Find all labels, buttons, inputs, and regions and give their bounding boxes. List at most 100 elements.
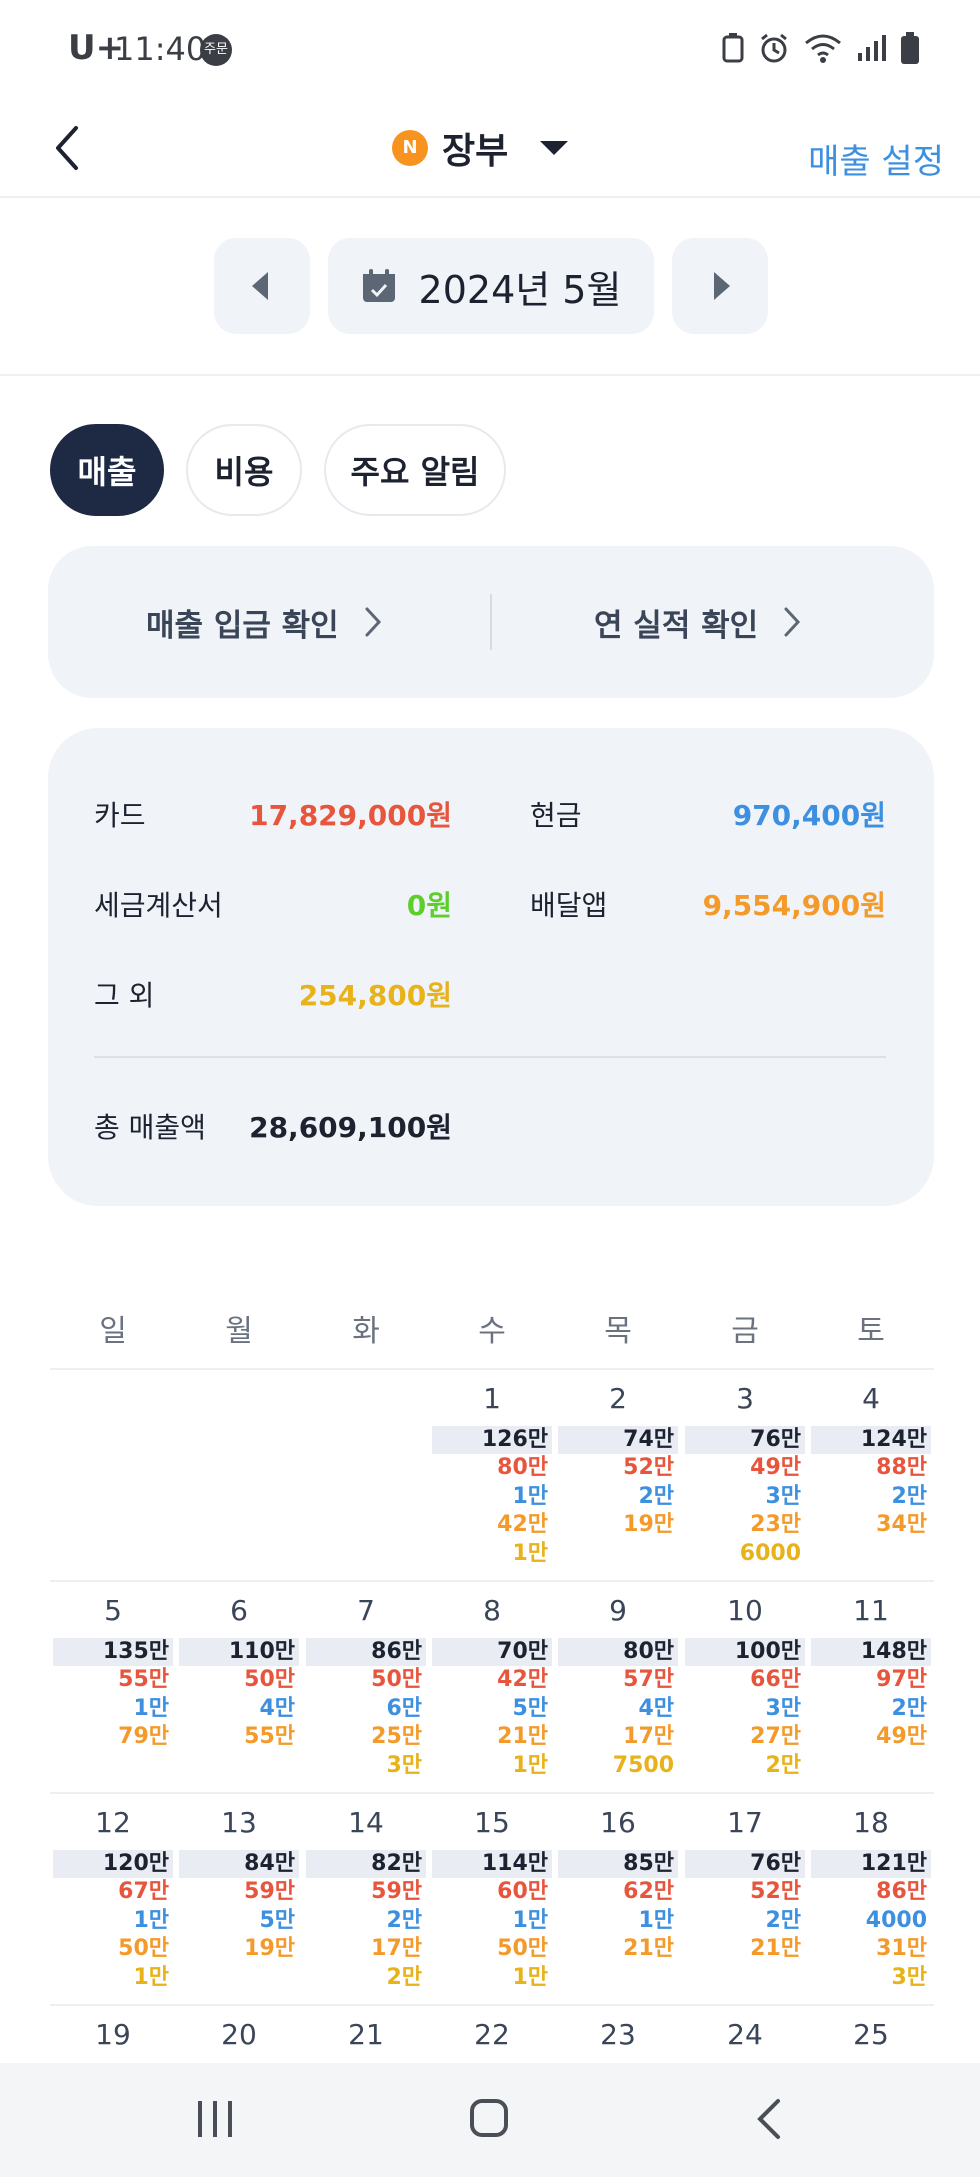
weekday-label: 토	[857, 1314, 885, 1349]
day-cell-6[interactable]: 6	[230, 1594, 248, 1627]
day-breakdown-value: 6000	[739, 1540, 801, 1566]
divider	[490, 594, 492, 650]
week-divider	[50, 1368, 934, 1370]
day-total: 110만	[179, 1638, 299, 1666]
ledger-selector[interactable]: N 장부	[392, 118, 569, 178]
day-cell-19[interactable]: 19	[95, 2018, 131, 2051]
tab-alerts[interactable]: 주요 알림	[324, 424, 506, 516]
day-cell-23[interactable]: 23	[600, 2018, 636, 2051]
sales-settings-link[interactable]: 매출 설정	[808, 142, 944, 182]
month-picker-button[interactable]: 2024년 5월	[328, 238, 654, 334]
day-breakdown-value: 50만	[118, 1936, 169, 1961]
naver-badge-icon: N	[392, 130, 428, 166]
day-breakdown-value: 3만	[891, 1964, 927, 1990]
day-cell-3[interactable]: 3	[736, 1382, 754, 1415]
carrier-label: U+	[68, 28, 125, 68]
day-cell-12[interactable]: 12	[95, 1806, 131, 1839]
day-breakdown-value: 27만	[750, 1724, 801, 1749]
day-cell-9[interactable]: 9	[609, 1594, 627, 1627]
home-icon[interactable]	[470, 2099, 508, 2137]
annual-results-label: 연 실적 확인	[594, 607, 759, 644]
delivery-app-value: 9,554,900원	[702, 889, 886, 922]
day-cell-18[interactable]: 18	[853, 1806, 889, 1839]
day-cell-7[interactable]: 7	[357, 1594, 375, 1627]
card-label: 카드	[94, 799, 146, 832]
other-label: 그 외	[94, 979, 155, 1012]
day-breakdown-value: 2만	[765, 1907, 801, 1933]
day-breakdown-value: 4만	[638, 1695, 674, 1721]
day-breakdown-value: 62만	[623, 1879, 674, 1904]
day-cell-15[interactable]: 15	[474, 1806, 510, 1839]
day-cell-13[interactable]: 13	[221, 1806, 257, 1839]
back-button[interactable]	[48, 118, 108, 178]
day-breakdown-value: 2만	[891, 1695, 927, 1721]
day-breakdown-value: 67만	[118, 1879, 169, 1904]
week-divider	[50, 2004, 934, 2006]
cash-label: 현금	[530, 799, 582, 832]
day-total: 76만	[685, 1426, 805, 1454]
day-breakdown-value: 25만	[371, 1724, 422, 1749]
day-breakdown-value: 3만	[765, 1695, 801, 1721]
day-breakdown-value: 50만	[497, 1936, 548, 1961]
day-breakdown-value: 3만	[765, 1483, 801, 1509]
day-breakdown-value: 2만	[386, 1964, 422, 1990]
back-icon[interactable]	[750, 2097, 790, 2141]
day-breakdown-value: 4만	[259, 1695, 295, 1721]
prev-month-button[interactable]	[214, 238, 310, 334]
day-cell-11[interactable]: 11	[853, 1594, 889, 1627]
day-cell-25[interactable]: 25	[853, 2018, 889, 2051]
day-breakdown-value: 23만	[750, 1512, 801, 1537]
day-cell-1[interactable]: 1	[483, 1382, 501, 1415]
status-time: 11:40	[114, 30, 207, 68]
day-breakdown-value: 2만	[765, 1752, 801, 1778]
sales-deposit-link[interactable]: 매출 입금 확인	[146, 546, 383, 698]
day-breakdown-value: 50만	[244, 1667, 295, 1692]
day-total: 84만	[179, 1850, 299, 1878]
day-cell-2[interactable]: 2	[609, 1382, 627, 1415]
day-cell-8[interactable]: 8	[483, 1594, 501, 1627]
tax-invoice-label: 세금계산서	[94, 889, 223, 922]
weekday-label: 목	[604, 1314, 632, 1349]
day-breakdown-value: 50만	[371, 1667, 422, 1692]
day-breakdown-value: 1만	[512, 1483, 548, 1509]
day-cell-24[interactable]: 24	[727, 2018, 763, 2051]
day-breakdown-value: 17만	[623, 1724, 674, 1749]
day-cell-16[interactable]: 16	[600, 1806, 636, 1839]
app-header: N 장부 매출 설정	[0, 100, 980, 198]
day-cell-5[interactable]: 5	[104, 1594, 122, 1627]
recycle-icon	[722, 33, 744, 67]
day-breakdown-value: 3만	[386, 1752, 422, 1778]
tab-sales[interactable]: 매출	[50, 424, 164, 516]
day-cell-10[interactable]: 10	[727, 1594, 763, 1627]
tab-expenses[interactable]: 비용	[186, 424, 302, 516]
day-cell-21[interactable]: 21	[348, 2018, 384, 2051]
day-total: 114만	[432, 1850, 552, 1878]
day-breakdown-value: 2만	[891, 1483, 927, 1509]
sales-deposit-label: 매출 입금 확인	[146, 607, 339, 644]
total-sales-value: 28,609,100원	[249, 1111, 452, 1144]
recent-apps-icon[interactable]	[196, 2101, 234, 2137]
status-bar: U+ 11:40 주문	[0, 0, 980, 100]
day-cell-20[interactable]: 20	[221, 2018, 257, 2051]
chevron-right-icon	[784, 607, 801, 637]
next-month-button[interactable]	[672, 238, 768, 334]
day-total: 82만	[306, 1850, 426, 1878]
day-cell-14[interactable]: 14	[348, 1806, 384, 1839]
day-breakdown-value: 49만	[750, 1455, 801, 1480]
annual-results-link[interactable]: 연 실적 확인	[594, 546, 802, 698]
day-breakdown-value: 1만	[133, 1695, 169, 1721]
day-total: 85만	[558, 1850, 678, 1878]
day-cell-4[interactable]: 4	[862, 1382, 880, 1415]
day-breakdown-value: 79만	[118, 1724, 169, 1749]
day-cell-17[interactable]: 17	[727, 1806, 763, 1839]
day-breakdown-value: 5만	[259, 1907, 295, 1933]
quick-links-card: 매출 입금 확인 연 실적 확인	[48, 546, 934, 698]
day-breakdown-value: 49만	[876, 1724, 927, 1749]
weekday-label: 일	[99, 1314, 127, 1349]
order-badge: 주문	[200, 34, 232, 66]
day-breakdown-value: 66만	[750, 1667, 801, 1692]
day-cell-22[interactable]: 22	[474, 2018, 510, 2051]
status-icons	[722, 32, 920, 68]
day-total: 86만	[306, 1638, 426, 1666]
